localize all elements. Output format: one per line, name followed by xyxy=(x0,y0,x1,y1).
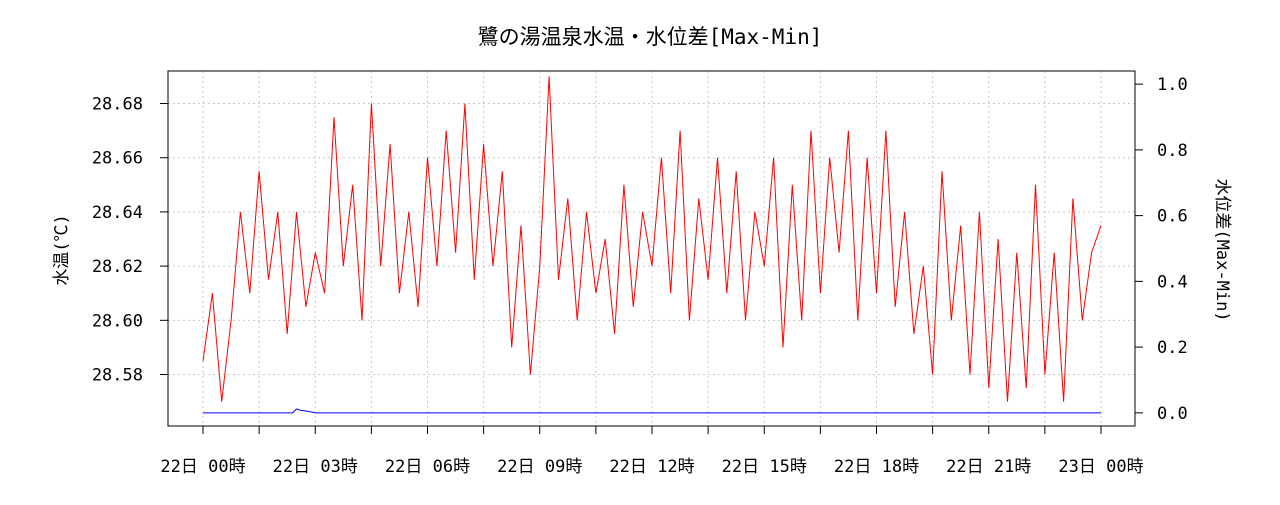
y-axis-left: 28.58 28.60 28.62 28.64 28.66 28.68 xyxy=(92,95,168,386)
y-left-tick-label: 28.66 xyxy=(92,149,143,169)
y-axis-left-label: 水温(℃) xyxy=(52,214,72,285)
y-right-tick-label: 0.8 xyxy=(1157,141,1188,161)
y-left-tick-label: 28.68 xyxy=(92,95,143,115)
y-right-tick-label: 0.6 xyxy=(1157,207,1188,227)
y-left-tick-label: 28.64 xyxy=(92,203,143,223)
x-tick-label: 22日 21時 xyxy=(946,457,1031,477)
series-temperature xyxy=(202,76,1102,402)
x-tick-label: 22日 03時 xyxy=(273,457,358,477)
x-tick-label: 22日 09時 xyxy=(497,457,582,477)
y-right-tick-label: 0.4 xyxy=(1157,272,1188,292)
y-right-tick-label: 0.0 xyxy=(1157,404,1188,424)
y-left-tick-label: 28.60 xyxy=(92,311,143,331)
x-axis: 22日 00時 22日 03時 22日 06時 22日 09時 22日 12時 22日 1… xyxy=(160,426,1144,477)
chart-title: 鷺の湯温泉水温・水位差[Max-Min] xyxy=(478,25,823,49)
y-axis-right: 0.0 0.2 0.4 0.6 0.8 1.0 xyxy=(1135,75,1188,424)
series-water-level xyxy=(203,408,1101,414)
y-left-tick-label: 28.62 xyxy=(92,257,143,277)
y-right-tick-label: 1.0 xyxy=(1157,75,1188,95)
series-line xyxy=(203,408,1101,414)
x-tick-label: 23日 00時 xyxy=(1058,457,1143,477)
y-right-tick-label: 0.2 xyxy=(1157,338,1188,358)
x-tick-label: 22日 06時 xyxy=(385,457,470,477)
y-left-tick-label: 28.58 xyxy=(92,366,143,386)
x-tick-label: 22日 12時 xyxy=(609,457,694,477)
x-tick-label: 22日 18時 xyxy=(834,457,919,477)
x-tick-label: 22日 00時 xyxy=(160,457,245,477)
y-axis-right-label: 水位差(Max-Min) xyxy=(1212,178,1232,321)
x-tick-label: 22日 15時 xyxy=(722,457,807,477)
series-line xyxy=(202,76,1102,402)
